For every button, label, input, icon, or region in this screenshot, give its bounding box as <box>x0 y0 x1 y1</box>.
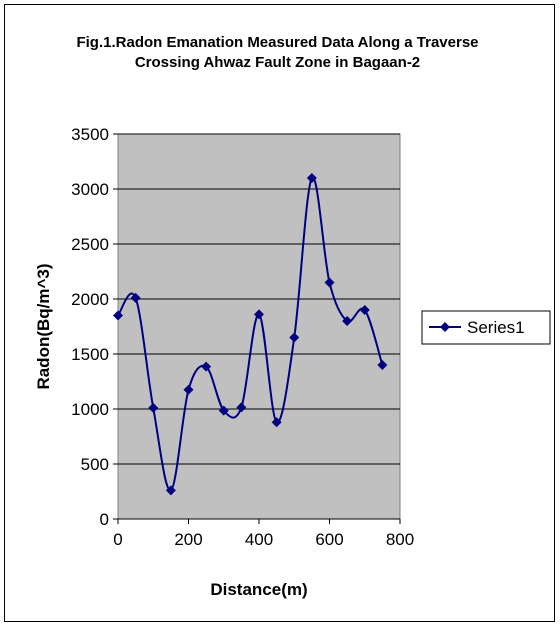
x-tick-label: 200 <box>174 530 202 549</box>
data-point-marker <box>306 173 317 183</box>
data-point-marker <box>165 485 176 496</box>
data-point-marker <box>218 405 229 416</box>
x-tick-label: 400 <box>245 530 273 549</box>
data-point-marker <box>236 402 247 413</box>
chart-frame: Fig.1.Radon Emanation Measured Data Alon… <box>4 4 555 622</box>
x-tick-label: 800 <box>386 530 414 549</box>
chart-title: Fig.1.Radon Emanation Measured Data Alon… <box>5 33 550 73</box>
data-point-marker <box>359 305 370 315</box>
y-axis-ticks: 0 500 1000 1500 2000 2500 3000 3500 <box>71 125 118 529</box>
data-point-marker <box>113 310 123 321</box>
data-point-marker <box>342 316 353 326</box>
data-point-marker <box>324 277 335 288</box>
x-axis-ticks: 0 200 400 600 800 <box>113 518 414 549</box>
chart-title-line-1: Fig.1.Radon Emanation Measured Data Alon… <box>76 34 479 51</box>
data-point-marker <box>183 384 194 395</box>
legend-label: Series1 <box>467 318 525 337</box>
data-point-marker <box>271 417 282 428</box>
data-point-marker <box>254 309 264 320</box>
data-point-marker <box>201 361 212 372</box>
plot-area <box>117 133 401 520</box>
y-tick-label: 2500 <box>71 235 109 254</box>
y-tick-label: 2000 <box>71 290 109 309</box>
y-tick-label: 1000 <box>71 400 109 419</box>
chart-svg: 0 500 1000 1500 2000 2500 3000 3500 0 200 400 600 8… <box>34 125 551 599</box>
y-tick-label: 500 <box>81 455 109 474</box>
chart-title-line-2: Crossing Ahwaz Fault Zone in Bagaan-2 <box>134 54 421 71</box>
y-tick-label: 0 <box>100 510 109 529</box>
legend-diamond-marker <box>440 322 450 332</box>
legend: Series1 <box>421 310 551 345</box>
series-markers <box>113 173 388 496</box>
y-tick-label: 3000 <box>71 180 109 199</box>
data-point-marker <box>377 360 388 370</box>
data-point-marker <box>289 332 300 343</box>
x-axis-title: Distance(m) <box>210 580 307 599</box>
data-point-marker <box>130 292 141 303</box>
x-tick-label: 0 <box>113 530 122 549</box>
y-tick-label: 1500 <box>71 345 109 364</box>
y-tick-label: 3500 <box>71 125 109 144</box>
y-axis-title: Radon(Bq/m^3) <box>34 263 53 389</box>
data-point-marker <box>148 402 159 413</box>
x-tick-label: 600 <box>315 530 343 549</box>
